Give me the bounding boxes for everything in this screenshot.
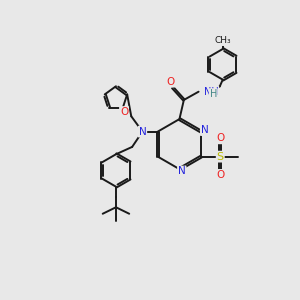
Text: S: S [217,152,224,162]
Text: O: O [216,170,224,180]
Text: N: N [178,167,186,176]
Text: N: N [201,125,208,135]
Text: N: N [139,127,146,136]
Text: O: O [216,134,224,143]
Text: O: O [120,107,128,117]
Text: CH₃: CH₃ [214,36,231,45]
Text: H: H [210,89,217,99]
Text: NH: NH [204,87,218,97]
Text: O: O [166,77,174,87]
